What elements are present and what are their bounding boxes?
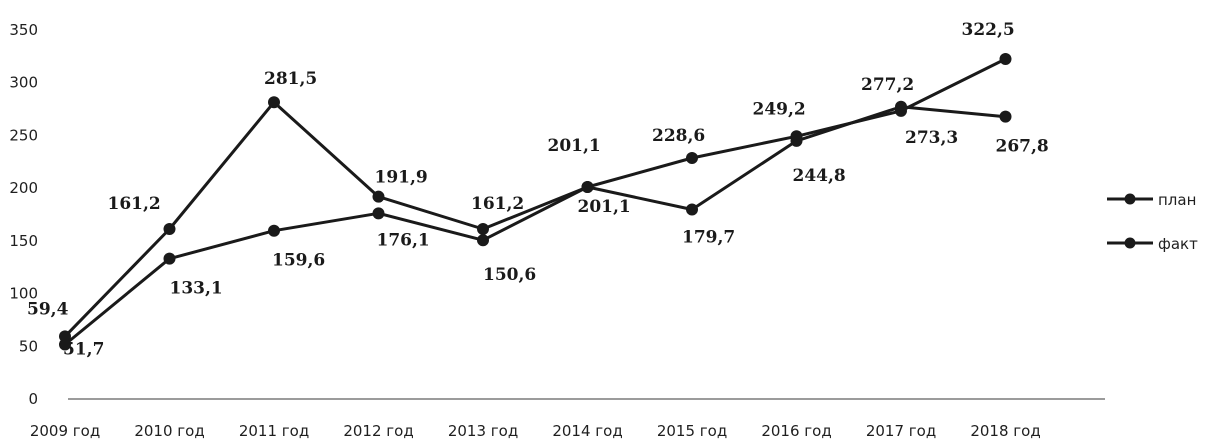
data-point-fact (895, 104, 907, 117)
x-tick-label: 2014 год (552, 422, 622, 440)
data-label-plan: 244,8 (793, 166, 846, 186)
y-tick-label: 350 (9, 21, 38, 39)
series-line-fact (63, 57, 1007, 346)
x-tick-label: 2012 год (343, 422, 413, 440)
data-label-plan: 267,8 (996, 137, 1049, 157)
x-tick-label: 2010 год (134, 422, 204, 440)
data-point-fact (163, 252, 176, 265)
data-point-fact (790, 130, 803, 143)
data-label-plan: 59,4 (27, 299, 69, 319)
legend-label-plan: план (1158, 191, 1196, 209)
series-line-plan (63, 100, 1007, 338)
data-label-plan: 201,1 (548, 136, 601, 156)
data-point-fact (372, 207, 385, 220)
data-label-fact: 159,6 (272, 251, 325, 271)
data-label-fact: 176,1 (377, 230, 430, 250)
data-point-plan (372, 190, 385, 203)
data-label-plan: 277,2 (861, 75, 914, 95)
y-tick-label: 50 (19, 337, 38, 355)
data-point-plan (477, 223, 489, 236)
legend-label-fact: факт (1158, 235, 1198, 253)
x-tick-label: 2015 год (657, 422, 727, 440)
data-label-plan: 161,2 (108, 194, 161, 214)
y-tick-label: 250 (9, 126, 38, 144)
data-point-fact (268, 224, 280, 237)
data-label-fact: 228,6 (652, 126, 705, 146)
y-tick-label: 200 (9, 179, 38, 197)
data-point-fact (477, 234, 489, 247)
y-axis: 0 50 100 150 200 250 300 350 (9, 21, 38, 408)
y-tick-label: 150 (9, 232, 38, 250)
x-tick-label: 2011 год (239, 422, 309, 440)
data-label-plan: 191,9 (375, 168, 428, 188)
data-point-fact (581, 180, 594, 193)
x-tick-label: 2018 год (970, 422, 1040, 440)
y-tick-label: 300 (9, 74, 38, 92)
series-points (59, 52, 1012, 351)
data-label-plan: 179,7 (682, 228, 735, 248)
data-label-plan: 281,5 (264, 69, 317, 89)
data-point-plan (686, 203, 698, 216)
data-label-fact: 51,7 (63, 339, 104, 359)
data-point-fact (686, 151, 698, 164)
x-tick-label: 2017 год (866, 422, 936, 440)
data-label-fact: 322,5 (962, 20, 1015, 40)
data-point-plan (268, 96, 280, 109)
legend-item-plan: план (1107, 191, 1196, 209)
data-point-plan (999, 110, 1012, 123)
x-tick-label: 2016 год (761, 422, 831, 440)
series-lines (63, 57, 1007, 346)
y-tick-label: 0 (28, 390, 38, 408)
data-point-fact (59, 338, 71, 351)
legend-marker-fact (1124, 237, 1136, 249)
legend-marker-plan (1124, 193, 1136, 205)
data-labels: 59,4 161,2 281,5 191,9 161,2 201,1 179,7 244,8 2… (27, 20, 1049, 360)
data-label-fact: 201,1 (578, 197, 631, 217)
x-axis: 2009 год 2010 год 2011 год 2012 год 2013 год… (30, 422, 1041, 440)
legend-item-fact: факт (1107, 235, 1198, 253)
data-label-fact: 133,1 (170, 279, 223, 299)
data-point-plan (163, 223, 176, 236)
x-tick-label: 2009 год (30, 422, 100, 440)
data-point-fact (999, 52, 1012, 65)
x-tick-label: 2013 год (448, 422, 518, 440)
data-label-fact: 150,6 (483, 265, 536, 285)
data-label-fact: 273,3 (905, 128, 958, 148)
y-tick-label: 100 (9, 285, 38, 303)
data-label-fact: 249,2 (753, 99, 806, 119)
data-label-plan: 161,2 (471, 194, 524, 214)
legend: план факт (1107, 191, 1198, 253)
